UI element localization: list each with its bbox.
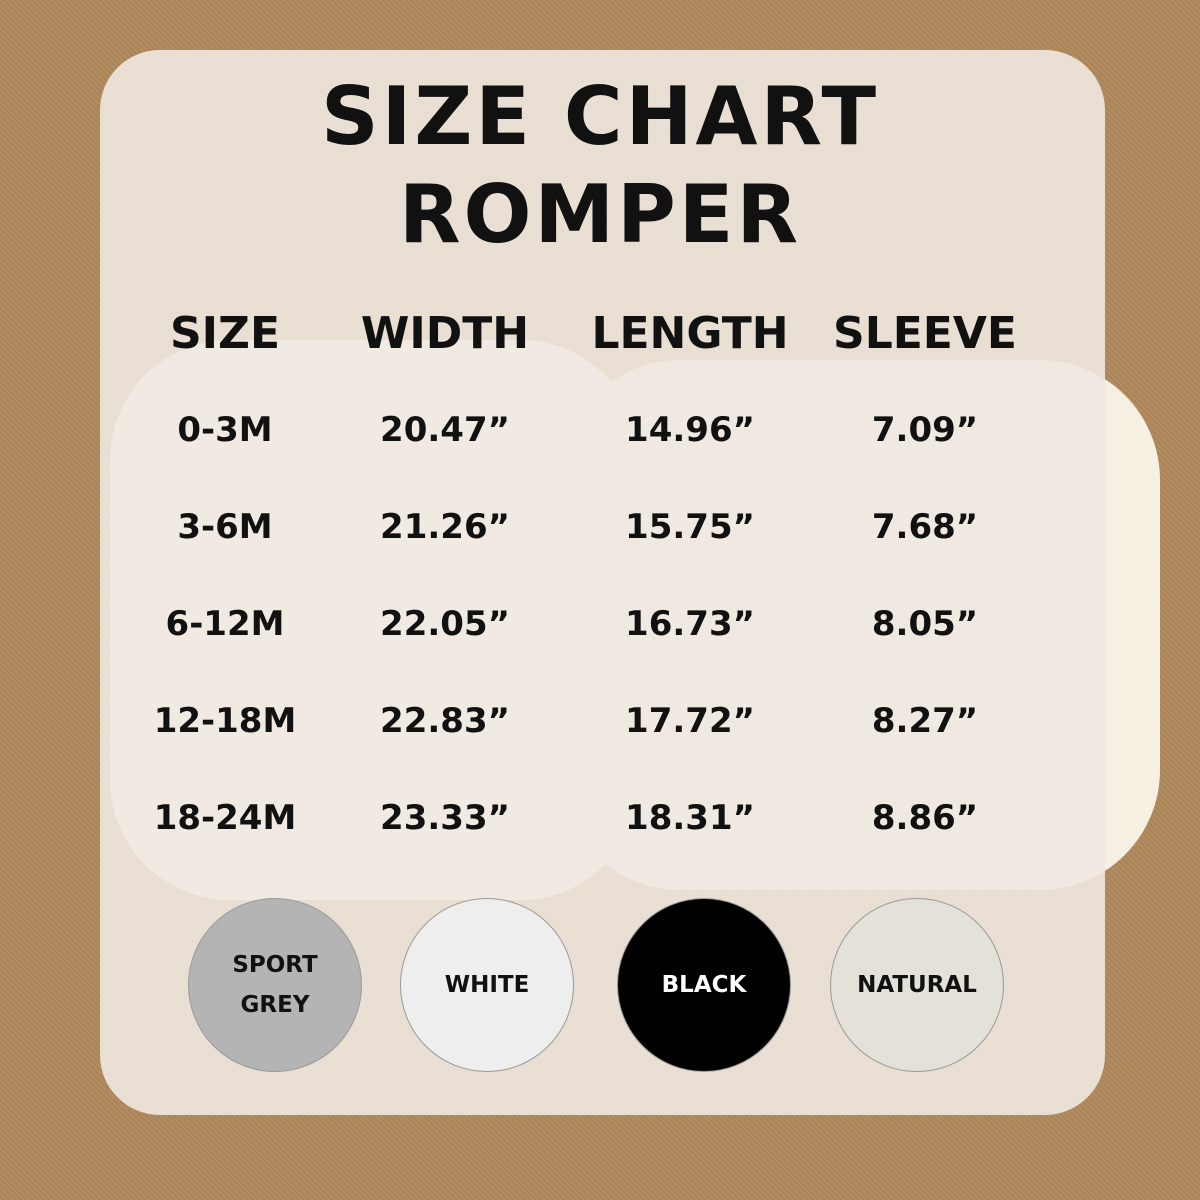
table-cell: 6-12M [165, 604, 285, 644]
color-swatch: BLACK [617, 898, 791, 1072]
table-cell: 0-3M [177, 410, 273, 450]
table-cell: 8.86” [871, 798, 979, 838]
table-cell: 22.83” [380, 701, 510, 741]
table-cell: 8.27” [871, 701, 979, 741]
color-swatch: SPORT GREY [188, 898, 362, 1072]
column-header: WIDTH [360, 308, 530, 359]
table-cell: 3-6M [177, 507, 273, 547]
table-cell: 14.96” [625, 410, 755, 450]
table-cell: 18.31” [625, 798, 755, 838]
table-cell: 20.47” [380, 410, 510, 450]
column-header: SIZE [169, 308, 281, 359]
table-cell: 18-24M [153, 798, 297, 838]
table-cell: 23.33” [380, 798, 510, 838]
color-swatch: NATURAL [830, 898, 1004, 1072]
table-cell: 16.73” [625, 604, 755, 644]
column-header: SLEEVE [833, 308, 1017, 359]
title: SIZE CHART [320, 70, 880, 163]
table-cell: 7.09” [871, 410, 979, 450]
table-cell: 7.68” [871, 507, 979, 547]
table-cell: 12-18M [153, 701, 297, 741]
column-header: LENGTH [591, 308, 789, 359]
table-cell: 17.72” [625, 701, 755, 741]
table-cell: 8.05” [871, 604, 979, 644]
color-swatch: WHITE [400, 898, 574, 1072]
table-cell: 22.05” [380, 604, 510, 644]
table-cell: 15.75” [625, 507, 755, 547]
table-cell: 21.26” [380, 507, 510, 547]
subtitle: ROMPER [398, 168, 802, 261]
